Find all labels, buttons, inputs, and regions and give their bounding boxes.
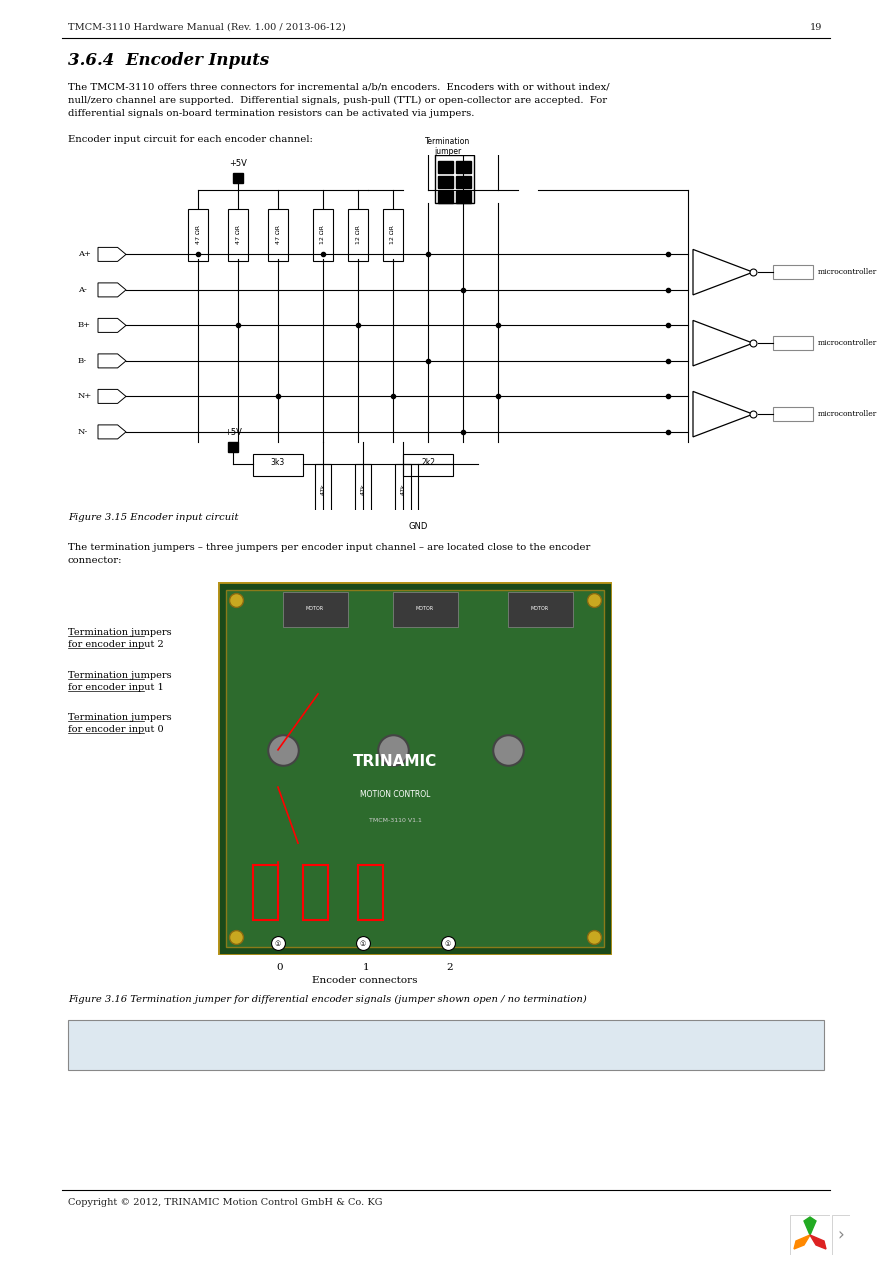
Text: for encoder input 0: for encoder input 0: [68, 724, 163, 734]
Text: 47 ΩR: 47 ΩR: [235, 225, 241, 244]
Text: 47 ΩR: 47 ΩR: [195, 225, 201, 244]
Text: 2: 2: [447, 963, 453, 972]
Bar: [228, 442, 238, 452]
Bar: [253, 454, 303, 476]
Text: 3.3.6).: 3.3.6).: [78, 1042, 111, 1051]
Text: TRINAMIC: TRINAMIC: [353, 753, 437, 769]
Text: MOTION CONTROL: MOTION CONTROL: [360, 790, 431, 799]
Text: microcontroller: microcontroller: [818, 410, 877, 418]
Text: +5V: +5V: [224, 428, 242, 437]
Bar: [435, 155, 474, 203]
Text: 3k3: 3k3: [271, 458, 285, 467]
Polygon shape: [794, 1235, 810, 1249]
Text: TMCM-3110 V1.1: TMCM-3110 V1.1: [369, 818, 422, 823]
Text: A-: A-: [78, 286, 87, 294]
Text: differential signals on-board termination resistors can be activated via jumpers: differential signals on-board terminatio…: [68, 109, 475, 119]
Text: For activation of line termination for differential encoder signals, jumpers hav: For activation of line termination for d…: [78, 1027, 613, 1037]
Text: jumper: jumper: [434, 146, 462, 155]
Text: N-: N-: [78, 428, 88, 435]
Text: Figure 3.15 Encoder input circuit: Figure 3.15 Encoder input circuit: [68, 512, 238, 522]
Bar: [233, 173, 243, 183]
Bar: [268, 208, 288, 260]
Bar: [438, 160, 453, 173]
Text: 47k: 47k: [401, 483, 406, 495]
Text: 12 ΩR: 12 ΩR: [356, 225, 360, 244]
Text: microcontroller: microcontroller: [818, 339, 877, 347]
Bar: [313, 208, 333, 260]
Text: Termination: Termination: [425, 136, 471, 145]
Bar: [358, 864, 383, 920]
Text: 47k: 47k: [320, 483, 326, 495]
Bar: [393, 592, 458, 627]
Bar: [315, 464, 331, 514]
Text: MOTOR: MOTOR: [416, 607, 434, 612]
Text: 0: 0: [277, 963, 284, 972]
Bar: [283, 592, 348, 627]
Text: Figure 3.16 Termination jumper for differential encoder signals (jumper shown op: Figure 3.16 Termination jumper for diffe…: [68, 994, 587, 1005]
Text: The TMCM-3110 offers three connectors for incremental a/b/n encoders.  Encoders : The TMCM-3110 offers three connectors fo…: [68, 83, 609, 92]
Text: 19: 19: [810, 23, 822, 32]
Bar: [228, 208, 248, 260]
Bar: [438, 191, 453, 203]
Text: Termination jumpers: Termination jumpers: [68, 628, 171, 637]
Bar: [508, 592, 573, 627]
Text: microcontroller: microcontroller: [818, 268, 877, 276]
Text: 47 ΩR: 47 ΩR: [276, 225, 280, 244]
Bar: [773, 408, 813, 422]
Text: 47k: 47k: [360, 483, 366, 495]
Text: Termination jumpers: Termination jumpers: [68, 671, 171, 680]
Bar: [355, 464, 371, 514]
Text: Termination jumpers: Termination jumpers: [68, 713, 171, 722]
Polygon shape: [804, 1217, 816, 1235]
Bar: [348, 208, 368, 260]
Text: ①: ①: [445, 941, 451, 946]
Bar: [303, 864, 328, 920]
Text: 1: 1: [363, 963, 369, 972]
Polygon shape: [810, 1235, 826, 1249]
Text: N+: N+: [78, 392, 92, 400]
Text: Copyright © 2012, TRINAMIC Motion Control GmbH & Co. KG: Copyright © 2012, TRINAMIC Motion Contro…: [68, 1198, 383, 1206]
Text: ①: ①: [275, 941, 281, 946]
Bar: [403, 454, 453, 476]
Bar: [188, 208, 208, 260]
Text: for encoder input 2: for encoder input 2: [68, 640, 164, 649]
Text: null/zero channel are supported.  Differential signals, push-pull (TTL) or open-: null/zero channel are supported. Differe…: [68, 96, 607, 105]
Text: 2k2: 2k2: [421, 458, 435, 467]
Text: ①: ①: [359, 941, 366, 946]
Text: Encoder connectors: Encoder connectors: [312, 976, 417, 986]
Text: TMCM-3110 Hardware Manual (Rev. 1.00 / 2013-06-12): TMCM-3110 Hardware Manual (Rev. 1.00 / 2…: [68, 23, 346, 32]
Bar: [773, 336, 813, 350]
Text: B+: B+: [78, 322, 91, 329]
Bar: [383, 208, 403, 260]
Text: Encoder input circuit for each encoder channel:: Encoder input circuit for each encoder c…: [68, 135, 313, 144]
Text: +5V: +5V: [229, 159, 247, 169]
Bar: [773, 265, 813, 279]
Text: A+: A+: [78, 250, 91, 259]
Text: for encoder input 1: for encoder input 1: [68, 683, 164, 692]
Text: MOTOR: MOTOR: [306, 607, 324, 612]
Text: GND: GND: [409, 522, 427, 531]
Text: 3.6.4  Encoder Inputs: 3.6.4 Encoder Inputs: [68, 52, 269, 69]
Text: ›: ›: [838, 1225, 845, 1244]
Bar: [395, 464, 411, 514]
Bar: [456, 191, 471, 203]
Text: B-: B-: [78, 357, 87, 365]
Text: MOTOR: MOTOR: [531, 607, 549, 612]
Bar: [456, 175, 471, 188]
Text: 12 ΩR: 12 ΩR: [320, 225, 326, 244]
Bar: [456, 160, 471, 173]
Text: The termination jumpers – three jumpers per encoder input channel – are located : The termination jumpers – three jumpers …: [68, 543, 591, 551]
Text: connector:: connector:: [68, 557, 122, 565]
Bar: [438, 175, 453, 188]
Bar: [253, 864, 278, 920]
Text: 12 ΩR: 12 ΩR: [391, 225, 395, 244]
